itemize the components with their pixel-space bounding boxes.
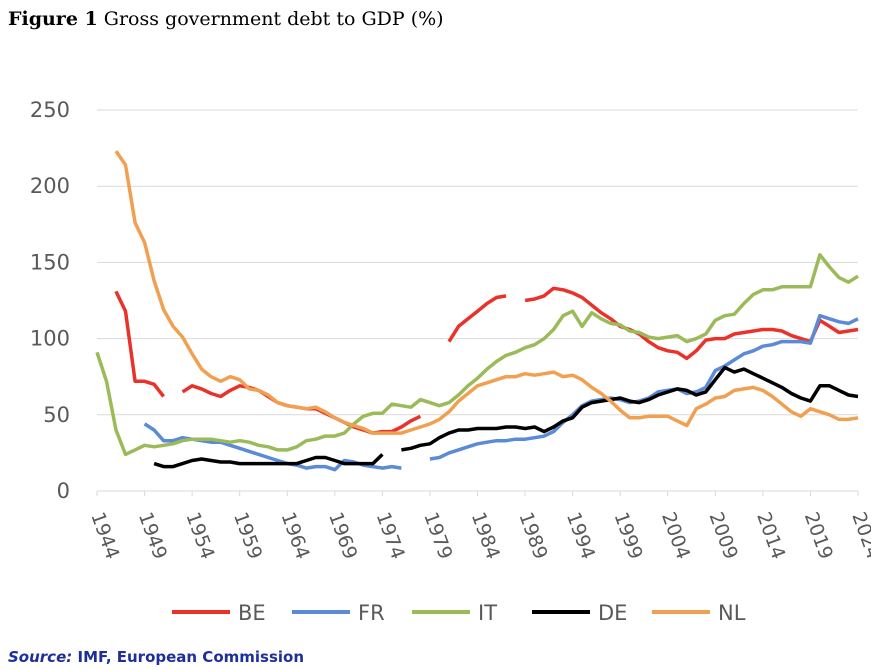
x-tick-label: 1944 xyxy=(86,509,123,562)
x-tick-label: 1989 xyxy=(514,509,551,562)
legend-label: BE xyxy=(238,601,266,625)
y-tick-label: 200 xyxy=(30,174,70,198)
series-line xyxy=(153,365,859,469)
legend-label: FR xyxy=(358,601,385,625)
legend-label: NL xyxy=(718,601,746,625)
x-tick-label: 2004 xyxy=(657,509,694,562)
x-tick-label: 1969 xyxy=(324,509,361,562)
y-tick-label: 50 xyxy=(43,403,70,427)
x-tick-label: 2009 xyxy=(705,509,742,562)
series-line xyxy=(114,150,859,435)
title: Figure 1 Gross government debt to GDP (%… xyxy=(8,8,444,30)
x-tick-label: 2019 xyxy=(800,509,837,562)
legend-label: IT xyxy=(478,601,497,625)
y-tick-label: 150 xyxy=(30,250,70,274)
y-tick-label: 0 xyxy=(57,479,70,503)
x-tick-label: 2024 xyxy=(847,509,871,562)
chart-title: Gross government debt to GDP (%) xyxy=(103,8,444,30)
x-tick-label: 1954 xyxy=(181,509,218,562)
x-tick-label: 1984 xyxy=(467,509,504,562)
x-tick-label: 2014 xyxy=(752,509,789,562)
x-tick-label: 1949 xyxy=(134,509,171,562)
series-line xyxy=(114,286,859,435)
series-line xyxy=(95,253,859,457)
chart: 0 50 100 150 200 250 1944 1949 1954 1959 1964 1969 1… xyxy=(30,98,871,625)
y-tick-label: 100 xyxy=(30,327,70,351)
x-tick-label: 1974 xyxy=(372,509,409,562)
x-tick-label: 1979 xyxy=(419,509,456,562)
source-label: Source: xyxy=(8,648,73,666)
x-tick-label: 1994 xyxy=(562,509,599,562)
legend-label: DE xyxy=(598,601,627,625)
source-text: IMF, European Commission xyxy=(77,648,305,666)
figure-label: Figure 1 xyxy=(8,8,98,30)
x-tick-label: 1964 xyxy=(277,509,314,562)
source: Source: IMF, European Commission xyxy=(8,648,304,666)
x-tick-label: 1959 xyxy=(229,509,266,562)
x-tick-label: 1999 xyxy=(609,509,646,562)
y-tick-label: 250 xyxy=(30,98,70,122)
